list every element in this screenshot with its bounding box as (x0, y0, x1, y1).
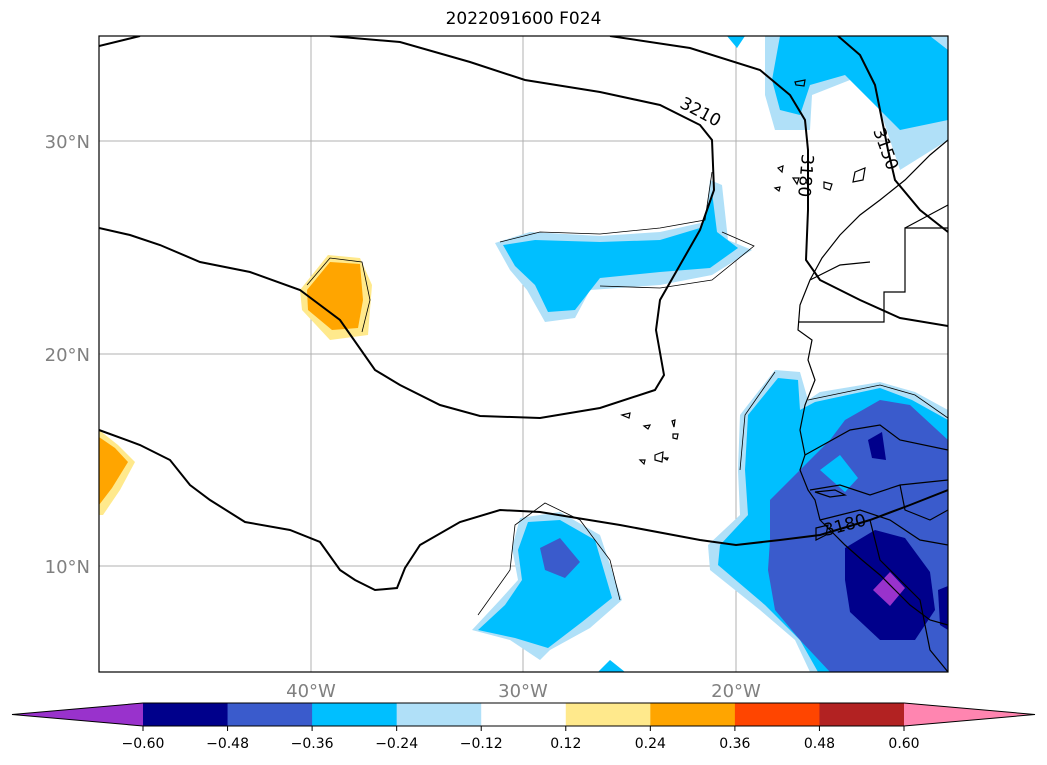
map-frame (98, 35, 949, 673)
height-contours (99, 36, 948, 592)
shade-left-orange (99, 430, 135, 515)
colorbar-tick-label: 0.24 (635, 736, 666, 752)
border-gambia (899, 484, 948, 521)
contour-top-left (99, 36, 141, 47)
border-guinea (819, 509, 948, 546)
colorbar-tick-label: 0.36 (719, 736, 750, 752)
border-western-sahara (809, 261, 871, 281)
lat-label-20n: 20°N (45, 345, 90, 366)
lat-label-10n: 10°N (45, 557, 90, 578)
shade-central-negative (495, 180, 752, 322)
lat-label-30n: 30°N (45, 132, 90, 153)
contour-3210 (99, 36, 716, 420)
africa-coast (797, 139, 948, 626)
shade-south-negative (472, 512, 625, 672)
colorbar-segment (227, 703, 313, 726)
colorbar: −0.60 −0.48 −0.36 −0.24 −0.12 0.12 0.24 0.36 0.4… (11, 702, 1036, 752)
colorbar-tick-label: −0.48 (206, 736, 249, 752)
bijagos-islands (815, 524, 829, 541)
colorbar-segment (734, 703, 820, 726)
islands-cape-verde (620, 412, 679, 466)
colorbar-tick-label: −0.60 (122, 736, 165, 752)
border-sierra-leone (869, 519, 948, 672)
colorbar-segment (565, 703, 651, 726)
colorbar-segment (650, 703, 736, 726)
contour-3150 (837, 36, 948, 233)
colorbar-tick-label: −0.12 (460, 736, 503, 752)
lat-axis-labels: 30°N 20°N 10°N (45, 132, 90, 578)
colorbar-segment (819, 703, 905, 726)
map-title: 2022091600 F024 (445, 9, 602, 29)
lon-label-40w: 40°W (286, 681, 336, 702)
shade-ne-negative (727, 36, 948, 170)
contour-south (99, 429, 948, 592)
lon-label-30w: 30°W (498, 681, 548, 702)
island-madeira (794, 79, 806, 87)
shade-orange-blob (300, 255, 372, 340)
contour-3180 (609, 36, 948, 327)
colorbar-segment (481, 703, 567, 726)
colorbar-extend-high (904, 703, 1035, 726)
colorbar-tick-label: 0.48 (804, 736, 835, 752)
lon-axis-labels: 40°W 30°W 20°W (286, 681, 761, 702)
colorbar-extend-low (12, 703, 143, 726)
islands-canary (773, 165, 866, 193)
gambia-river (814, 489, 848, 498)
map-panel: 3210 3180 3150 3180 (99, 36, 948, 672)
border-north (904, 204, 948, 229)
colorbar-tick-label: 0.60 (888, 736, 919, 752)
lon-label-20w: 20°W (711, 681, 761, 702)
border-senegal (809, 479, 948, 496)
colorbar-segment (312, 703, 398, 726)
colorbar-tick-label: −0.36 (291, 736, 334, 752)
colorbar-tick-label: 0.12 (550, 736, 581, 752)
colorbar-segment (143, 703, 229, 726)
colorbar-tick-label: −0.24 (375, 736, 418, 752)
border-mauritania (798, 227, 948, 323)
contour-label-3180-north: 3180 (793, 153, 817, 198)
colorbar-segment (396, 703, 482, 726)
coastlines (620, 79, 948, 672)
border-mali (804, 424, 948, 456)
shade-se-negative (708, 370, 948, 672)
